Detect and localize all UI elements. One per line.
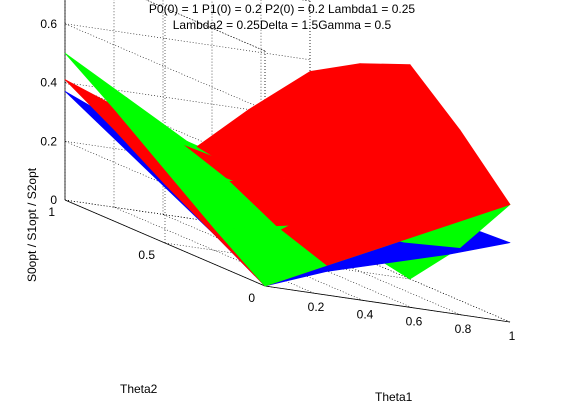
z-tick-label: 0.6 xyxy=(40,17,57,31)
y-gridline-floor xyxy=(64,199,311,237)
z-gridline-back xyxy=(64,82,311,119)
surface-patch-1 xyxy=(214,226,327,287)
z-tick-label: 0.2 xyxy=(40,134,57,148)
z-gridline-left xyxy=(145,0,266,52)
title-line-2: Lambda2 = 0.25Delta = 1.5Gamma = 0.5 xyxy=(173,18,392,32)
z-gridline-back xyxy=(64,23,311,61)
z-tick-label: 0 xyxy=(50,193,57,207)
y-gridline-floor xyxy=(264,285,511,323)
x-tick-label: 0.6 xyxy=(406,315,423,329)
z-gridline-back xyxy=(301,0,311,2)
z-gridline-left xyxy=(64,23,266,111)
surfaces xyxy=(64,52,511,287)
x-tick-label: 0.2 xyxy=(308,300,325,314)
x-axis-label: Theta1 xyxy=(375,390,413,404)
x-tick-label: 0.8 xyxy=(455,322,472,336)
y-tick-label: 0.5 xyxy=(138,248,155,262)
surface-patch-0 xyxy=(398,129,511,226)
x-tick-label: 1 xyxy=(509,329,516,343)
z-tick-label: 0.4 xyxy=(40,76,57,90)
y-tick-label: 0 xyxy=(248,291,255,305)
y-axis-label: Theta2 xyxy=(120,382,158,396)
z-axis-label: S0opt / S1opt / S2opt xyxy=(25,167,39,282)
x-tick-label: 0.4 xyxy=(357,307,374,321)
title-line-1: P0(0) = 1 P1(0) = 0.2 P2(0) = 0.2 Lambda… xyxy=(149,2,415,16)
top-back-edge xyxy=(301,0,311,2)
y-tick-label: 1 xyxy=(48,205,55,219)
